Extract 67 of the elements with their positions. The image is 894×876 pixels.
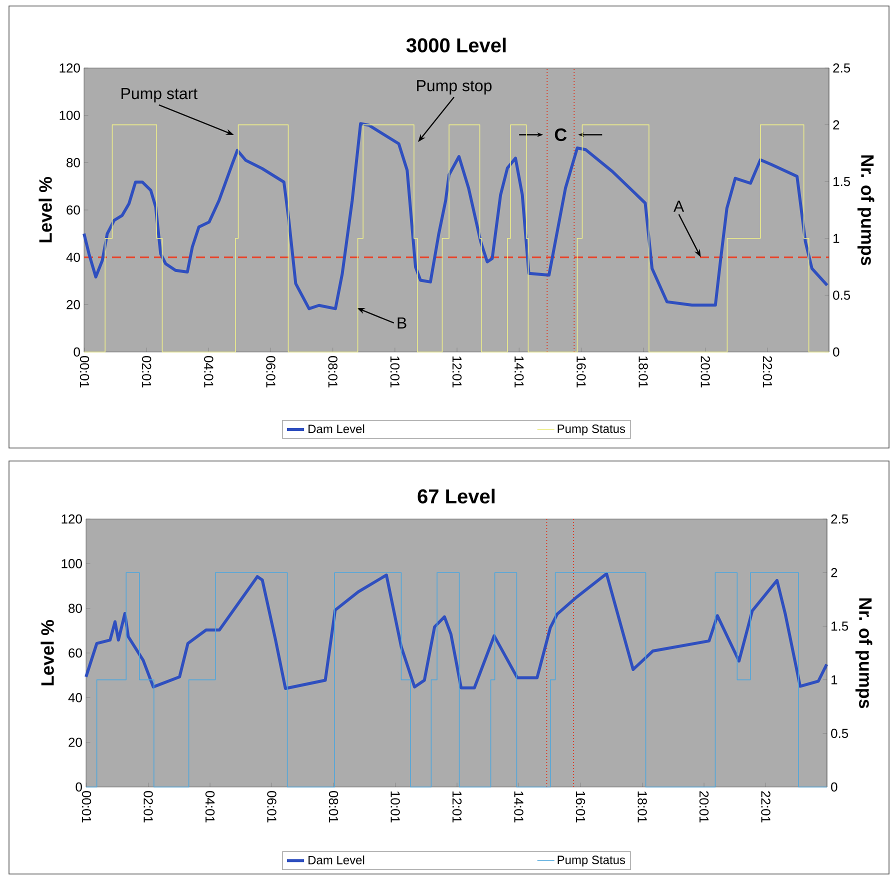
y2-axis-title: Nr. of pumps — [855, 598, 872, 708]
y-tick-label: 60 — [68, 648, 82, 658]
x-tick-label: 18:01 — [638, 792, 647, 822]
y-tick-label: 40 — [68, 693, 82, 702]
x-tick-label: 04:01 — [205, 791, 215, 822]
y-tick-label: 100 — [60, 110, 80, 120]
y-tick-label: 120 — [62, 514, 82, 524]
y2-axis-title: Nr. of pumps — [857, 155, 874, 266]
y-axis-title: Level % — [38, 176, 52, 242]
x-tick-label: 14:01 — [514, 792, 524, 822]
y2-tick-label: 2 — [831, 568, 838, 578]
x-tick-label: 08:01 — [328, 356, 338, 388]
chart-title: 67 Level — [418, 488, 495, 504]
legend-label: Dam Level — [308, 856, 364, 864]
y-tick-label: 80 — [68, 604, 82, 613]
x-tick-label: 18:01 — [638, 356, 648, 388]
x-tick-label: 14:01 — [514, 356, 524, 388]
annotation: C — [554, 128, 567, 142]
y2-tick-label: 1 — [832, 675, 838, 684]
x-tick-label: 10:01 — [390, 356, 400, 388]
y-tick-label: 20 — [66, 300, 80, 310]
y-tick-label: 0 — [76, 782, 82, 792]
x-tick-label: 02:01 — [144, 791, 153, 822]
y-tick-label: 40 — [66, 252, 80, 262]
chart-title: 3000 Level — [406, 38, 506, 52]
annotation: Pump start — [122, 88, 198, 102]
y-axis-title: Level % — [40, 620, 54, 686]
x-tick-label: 20:01 — [700, 356, 710, 388]
y2-tick-label: 1.5 — [834, 177, 850, 186]
y2-tick-label: 0.5 — [833, 290, 850, 300]
x-tick-label: 00:01 — [80, 356, 90, 388]
x-tick-label: 06:01 — [267, 791, 276, 822]
legend-label: Pump Status — [558, 856, 626, 867]
x-tick-label: 02:01 — [142, 356, 152, 388]
x-tick-label: 16:01 — [576, 356, 586, 388]
y-tick-label: 100 — [62, 559, 82, 568]
line-series — [84, 572, 828, 690]
x-tick-label: 20:01 — [699, 791, 709, 822]
y-tick-label: 20 — [68, 738, 82, 747]
y2-tick-label: 2 — [833, 120, 840, 130]
x-tick-label: 12:01 — [452, 792, 462, 822]
y2-tick-label: 1 — [834, 234, 840, 243]
annotation: A — [674, 200, 684, 212]
x-tick-label: 00:01 — [82, 791, 92, 822]
y2-tick-label: 0 — [833, 347, 840, 357]
x-tick-label: 22:01 — [762, 356, 772, 388]
y-tick-label: 60 — [66, 205, 80, 215]
y-tick-label: 120 — [60, 63, 80, 73]
line-series — [82, 122, 829, 310]
annotation: B — [398, 317, 406, 328]
x-tick-label: 10:01 — [390, 792, 400, 822]
x-tick-label: 22:01 — [761, 791, 770, 822]
annotation: Pump stop — [417, 80, 492, 94]
y-tick-label: 80 — [66, 158, 80, 168]
y2-tick-label: 2.5 — [833, 63, 850, 73]
x-tick-label: 06:01 — [266, 356, 276, 388]
y2-tick-label: 1.5 — [832, 622, 848, 631]
x-tick-label: 08:01 — [328, 791, 338, 822]
y2-tick-label: 2.5 — [831, 514, 848, 524]
x-tick-label: 12:01 — [452, 356, 462, 388]
y2-tick-label: 0.5 — [831, 728, 848, 738]
x-tick-label: 04:01 — [204, 356, 214, 388]
legend-label: Pump Status — [558, 424, 626, 436]
legend-label: Dam Level — [308, 424, 364, 434]
y2-tick-label: 0 — [831, 782, 838, 792]
x-tick-label: 16:01 — [576, 792, 586, 822]
y-tick-label: 0 — [74, 347, 80, 357]
